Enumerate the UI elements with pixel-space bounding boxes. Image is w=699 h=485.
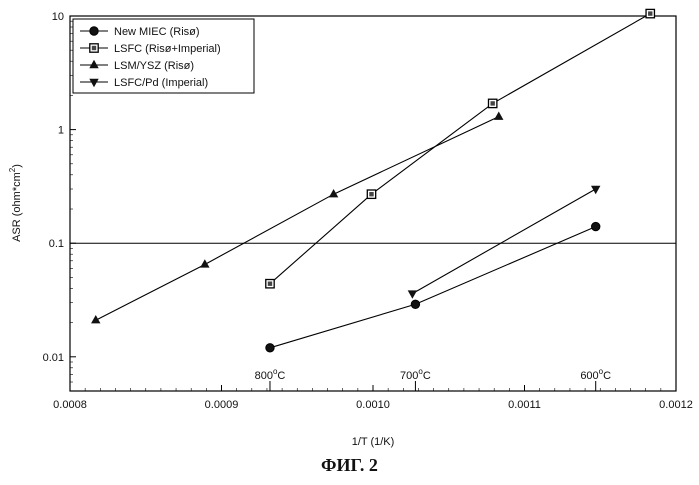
x-tick-label: 0.0012 — [659, 399, 693, 411]
x-tick-label: 0.0010 — [356, 399, 390, 411]
y-tick-label: 1 — [58, 125, 64, 137]
data-point — [591, 186, 600, 194]
temperature-label: 700oC — [400, 367, 431, 382]
x-axis-label: 1/T (1/K) — [352, 436, 395, 448]
y-tick-label: 0.1 — [49, 238, 64, 250]
data-point — [91, 315, 100, 323]
marker-fill — [490, 101, 494, 105]
legend-label: LSFC/Pd (Imperial) — [114, 77, 208, 89]
marker-fill — [92, 46, 96, 50]
series-1 — [266, 222, 600, 352]
figure-caption: ФИГ. 2 — [0, 455, 699, 476]
data-point — [494, 111, 503, 119]
data-point — [266, 344, 274, 352]
series-2 — [266, 9, 655, 288]
data-point — [266, 280, 274, 288]
legend-marker — [90, 44, 98, 52]
x-tick-label: 0.0011 — [508, 399, 541, 411]
marker-fill — [369, 192, 373, 196]
y-tick-label: 0.01 — [43, 352, 64, 364]
data-point — [488, 99, 496, 107]
series-line — [270, 227, 596, 348]
y-axis-label: ASR (ohm*cm2) — [8, 164, 23, 242]
series-4 — [408, 186, 601, 299]
legend-marker — [90, 27, 98, 35]
legend-label: LSM/YSZ (Risø) — [114, 60, 194, 72]
temperature-label: 800oC — [255, 367, 286, 382]
legend-label: New MIEC (Risø) — [114, 26, 200, 38]
data-point — [408, 290, 417, 298]
data-point — [200, 259, 209, 267]
marker-fill — [268, 282, 272, 286]
marker-fill — [648, 11, 652, 15]
series-line — [96, 117, 499, 321]
legend-label: LSFC (Risø+Imperial) — [114, 43, 221, 55]
series-3 — [91, 111, 503, 323]
data-point — [592, 222, 600, 230]
data-point — [367, 190, 375, 198]
chart: 0.0008 0.0009 0.0010 0.0011 0.0012 0.01 0.1 1 10… — [0, 0, 699, 455]
y-tick-label: 10 — [52, 11, 64, 23]
temperature-label: 600oC — [580, 367, 611, 382]
x-tick-label: 0.0009 — [205, 399, 239, 411]
series-line — [412, 189, 595, 294]
x-tick-label: 0.0008 — [53, 399, 87, 411]
data-point — [646, 9, 654, 17]
data-point — [411, 300, 419, 308]
